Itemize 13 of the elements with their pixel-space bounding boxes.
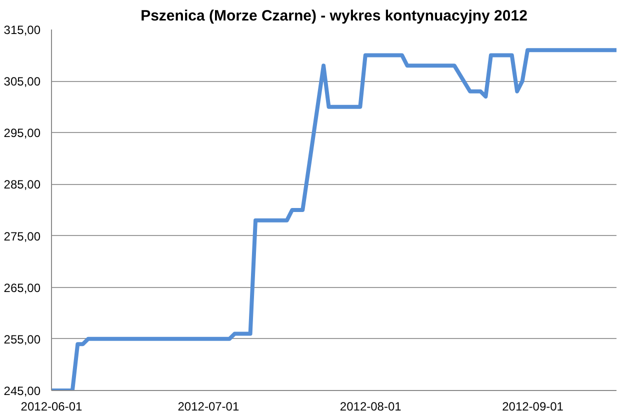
chart-title: Pszenica (Morze Czarne) - wykres kontynuacyjny 2012 — [140, 8, 528, 24]
x-tick-label: 2012-07-01 — [178, 400, 240, 413]
x-tick-label: 2012-06-01 — [20, 400, 83, 413]
y-tick-label: 275,00 — [4, 229, 41, 244]
x-tick-label: 2012-08-01 — [340, 400, 402, 413]
y-tick-label: 305,00 — [4, 74, 41, 89]
x-tick-label: 2012-09-01 — [502, 400, 564, 413]
y-tick-label: 245,00 — [4, 384, 41, 398]
y-tick-label: 265,00 — [4, 280, 41, 295]
y-tick-label: 295,00 — [4, 126, 41, 140]
y-tick-label: 255,00 — [4, 332, 41, 346]
y-tick-label: 285,00 — [4, 178, 41, 192]
y-tick-label: 315,00 — [4, 23, 41, 37]
